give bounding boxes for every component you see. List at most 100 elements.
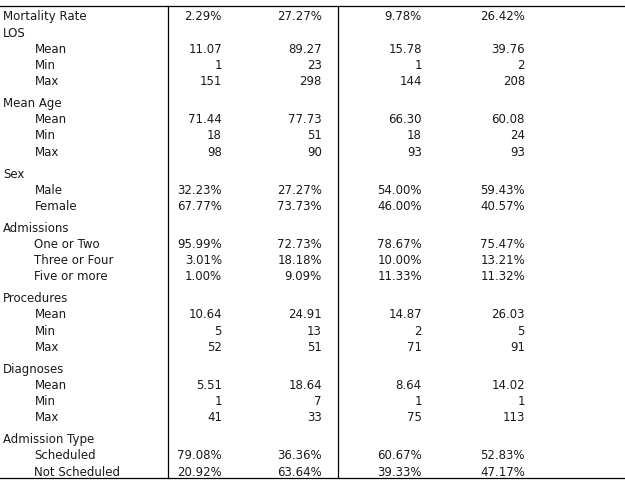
- Text: Male: Male: [34, 183, 62, 196]
- Text: 9.09%: 9.09%: [284, 270, 322, 283]
- Text: Mortality Rate: Mortality Rate: [3, 11, 87, 24]
- Text: 36.36%: 36.36%: [278, 448, 322, 461]
- Text: 10.64: 10.64: [188, 308, 222, 321]
- Text: Max: Max: [34, 340, 59, 353]
- Text: Admission Type: Admission Type: [3, 432, 94, 445]
- Text: 91: 91: [510, 340, 525, 353]
- Text: 5: 5: [214, 324, 222, 337]
- Text: 11.33%: 11.33%: [378, 270, 422, 283]
- Text: 27.27%: 27.27%: [277, 183, 322, 196]
- Text: 47.17%: 47.17%: [480, 465, 525, 478]
- Text: 79.08%: 79.08%: [177, 448, 222, 461]
- Text: 298: 298: [299, 75, 322, 88]
- Text: Procedures: Procedures: [3, 292, 69, 305]
- Text: 78.67%: 78.67%: [377, 238, 422, 251]
- Text: Mean: Mean: [34, 43, 66, 56]
- Text: One or Two: One or Two: [34, 238, 100, 251]
- Text: Diagnoses: Diagnoses: [3, 362, 64, 375]
- Text: 66.30: 66.30: [388, 113, 422, 126]
- Text: 2.29%: 2.29%: [184, 11, 222, 24]
- Text: 98: 98: [207, 145, 222, 158]
- Text: 41: 41: [207, 410, 222, 423]
- Text: Max: Max: [34, 410, 59, 423]
- Text: LOS: LOS: [3, 26, 26, 39]
- Text: Min: Min: [34, 59, 56, 72]
- Text: 8.64: 8.64: [396, 378, 422, 391]
- Text: 1.00%: 1.00%: [185, 270, 222, 283]
- Text: 93: 93: [510, 145, 525, 158]
- Text: 40.57%: 40.57%: [481, 200, 525, 213]
- Text: Mean: Mean: [34, 113, 66, 126]
- Text: 77.73: 77.73: [288, 113, 322, 126]
- Text: 54.00%: 54.00%: [378, 183, 422, 196]
- Text: 208: 208: [503, 75, 525, 88]
- Text: 24.91: 24.91: [288, 308, 322, 321]
- Text: Min: Min: [34, 129, 56, 142]
- Text: 1: 1: [414, 395, 422, 408]
- Text: 1: 1: [518, 395, 525, 408]
- Text: 113: 113: [503, 410, 525, 423]
- Text: Five or more: Five or more: [34, 270, 108, 283]
- Text: 90: 90: [307, 145, 322, 158]
- Text: 24: 24: [510, 129, 525, 142]
- Text: Admissions: Admissions: [3, 221, 69, 234]
- Text: 67.77%: 67.77%: [177, 200, 222, 213]
- Text: 2: 2: [518, 59, 525, 72]
- Text: 39.33%: 39.33%: [378, 465, 422, 478]
- Text: 60.08: 60.08: [492, 113, 525, 126]
- Text: 60.67%: 60.67%: [377, 448, 422, 461]
- Text: 20.92%: 20.92%: [177, 465, 222, 478]
- Text: 71.44: 71.44: [188, 113, 222, 126]
- Text: 93: 93: [407, 145, 422, 158]
- Text: 3.01%: 3.01%: [185, 254, 222, 267]
- Text: 73.73%: 73.73%: [278, 200, 322, 213]
- Text: 52: 52: [207, 340, 222, 353]
- Text: 26.42%: 26.42%: [480, 11, 525, 24]
- Text: 33: 33: [307, 410, 322, 423]
- Text: 5: 5: [518, 324, 525, 337]
- Text: 52.83%: 52.83%: [481, 448, 525, 461]
- Text: Min: Min: [34, 395, 56, 408]
- Text: 18.18%: 18.18%: [278, 254, 322, 267]
- Text: Mean: Mean: [34, 308, 66, 321]
- Text: 39.76: 39.76: [491, 43, 525, 56]
- Text: 75.47%: 75.47%: [480, 238, 525, 251]
- Text: Max: Max: [34, 75, 59, 88]
- Text: 71: 71: [407, 340, 422, 353]
- Text: 18: 18: [407, 129, 422, 142]
- Text: 46.00%: 46.00%: [378, 200, 422, 213]
- Text: 75: 75: [407, 410, 422, 423]
- Text: 1: 1: [214, 59, 222, 72]
- Text: 13: 13: [307, 324, 322, 337]
- Text: 51: 51: [307, 340, 322, 353]
- Text: 18: 18: [207, 129, 222, 142]
- Text: 11.07: 11.07: [188, 43, 222, 56]
- Text: Mean Age: Mean Age: [3, 97, 62, 110]
- Text: 11.32%: 11.32%: [480, 270, 525, 283]
- Text: 23: 23: [307, 59, 322, 72]
- Text: 59.43%: 59.43%: [481, 183, 525, 196]
- Text: 9.78%: 9.78%: [384, 11, 422, 24]
- Text: 27.27%: 27.27%: [277, 11, 322, 24]
- Text: 32.23%: 32.23%: [177, 183, 222, 196]
- Text: 26.03: 26.03: [491, 308, 525, 321]
- Text: 89.27: 89.27: [288, 43, 322, 56]
- Text: Scheduled: Scheduled: [34, 448, 96, 461]
- Text: 1: 1: [214, 395, 222, 408]
- Text: 18.64: 18.64: [288, 378, 322, 391]
- Text: 63.64%: 63.64%: [277, 465, 322, 478]
- Text: 14.02: 14.02: [491, 378, 525, 391]
- Text: Mean: Mean: [34, 378, 66, 391]
- Text: 144: 144: [399, 75, 422, 88]
- Text: 151: 151: [199, 75, 222, 88]
- Text: Three or Four: Three or Four: [34, 254, 114, 267]
- Text: Max: Max: [34, 145, 59, 158]
- Text: Sex: Sex: [3, 167, 24, 180]
- Text: 13.21%: 13.21%: [480, 254, 525, 267]
- Text: 2: 2: [414, 324, 422, 337]
- Text: 15.78: 15.78: [388, 43, 422, 56]
- Text: Min: Min: [34, 324, 56, 337]
- Text: 95.99%: 95.99%: [177, 238, 222, 251]
- Text: 7: 7: [314, 395, 322, 408]
- Text: 1: 1: [414, 59, 422, 72]
